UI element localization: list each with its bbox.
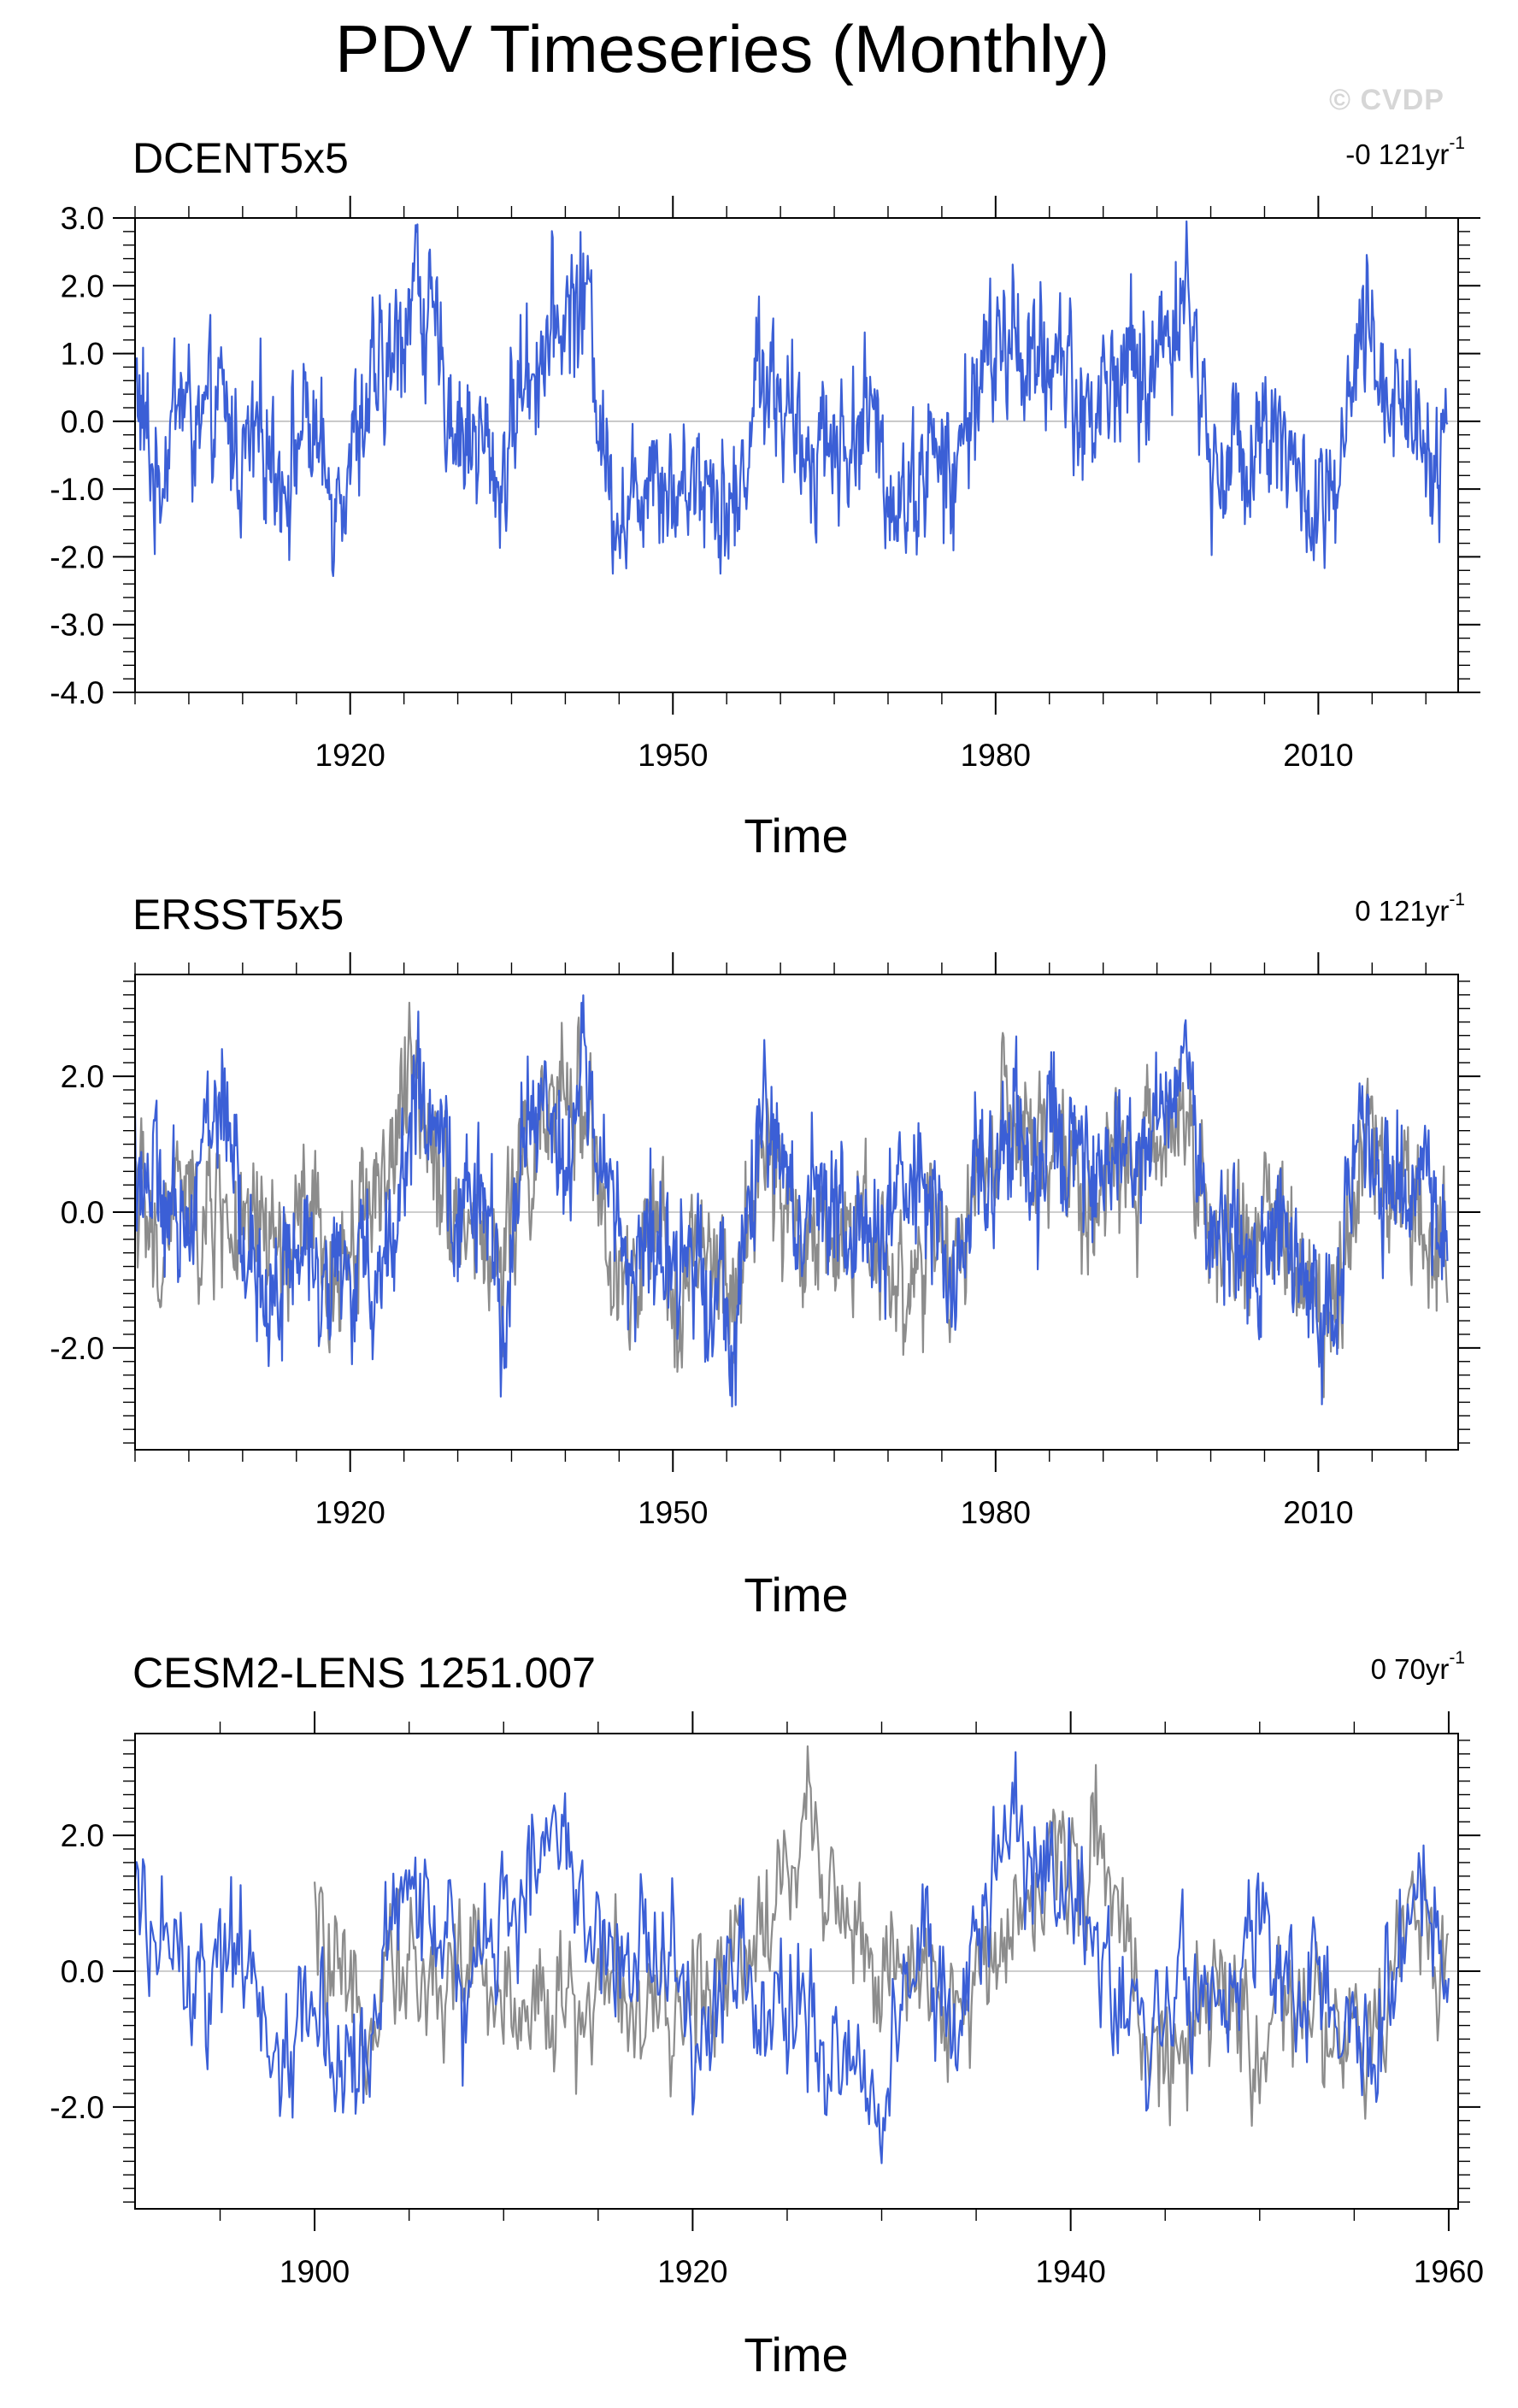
panel-1-xtick-label: 1950 bbox=[638, 738, 708, 773]
panel-1-ytick-label: -4.0 bbox=[50, 675, 104, 710]
panel-1-plot-frame bbox=[134, 217, 1459, 693]
panel-1-title: DCENT5x5 bbox=[132, 134, 349, 182]
panel-1-xtick-label: 1980 bbox=[961, 738, 1031, 773]
panel-3-chart: 2.0 0.0 -2.0 1900 1920 1940 1960 bbox=[50, 1711, 1484, 2289]
panel-2-xtick-label: 1950 bbox=[638, 1495, 708, 1530]
panel-3-ytick-label: -2.0 bbox=[50, 2090, 104, 2125]
panel-2-ytick-label: -2.0 bbox=[50, 1331, 104, 1366]
panel-1-trend-exponent: -1 bbox=[1449, 133, 1465, 153]
panel-3-xtick-label: 1900 bbox=[279, 2254, 350, 2289]
panel-3-series-2-line bbox=[133, 1751, 1450, 2164]
panel-1-ytick-label: -3.0 bbox=[50, 608, 104, 643]
panel-1-xtick-label: 1920 bbox=[315, 738, 385, 773]
panel-3-trend: 0 70yr-1 bbox=[1370, 1649, 1465, 1685]
panel-1-series-1-line bbox=[133, 220, 1449, 577]
page-title: PDV Timeseries (Monthly) bbox=[335, 11, 1109, 86]
panel-2-ytick-label: 0.0 bbox=[61, 1195, 104, 1230]
panel-2-xtick-label: 1980 bbox=[961, 1495, 1031, 1530]
panel-3-title: CESM2-LENS 1251.007 bbox=[132, 1649, 596, 1697]
panel-3-xtick-label: 1960 bbox=[1414, 2254, 1484, 2289]
panel-3-trend-value: 0 70yr bbox=[1370, 1653, 1450, 1685]
panel-3-series-1-line bbox=[314, 1745, 1450, 2127]
panel-3-ytick-label: 0.0 bbox=[61, 1954, 104, 1989]
cvdp-watermark: © CVDP bbox=[1329, 84, 1444, 116]
panel-3-xtick-label: 1940 bbox=[1036, 2254, 1106, 2289]
panel-2-series-2-line bbox=[133, 994, 1449, 1408]
panel-1-ytick-label: 2.0 bbox=[61, 268, 104, 303]
panel-1-ytick-label: 0.0 bbox=[61, 404, 104, 439]
panel-2-trend-exponent: -1 bbox=[1449, 890, 1465, 910]
panel-1-xtick-label: 2010 bbox=[1283, 738, 1353, 773]
panel-1-xlabel: Time bbox=[744, 809, 849, 863]
panel-1-ytick-label: 3.0 bbox=[61, 201, 104, 236]
panel-2-xlabel: Time bbox=[744, 1568, 849, 1622]
panel-2-xtick-label: 1920 bbox=[315, 1495, 385, 1530]
panel-1-trend-value: -0 121yr bbox=[1345, 138, 1450, 170]
panel-2-trend-value: 0 121yr bbox=[1355, 895, 1450, 927]
panel-3-xlabel: Time bbox=[744, 2328, 849, 2382]
panel-1-ytick-label: -2.0 bbox=[50, 539, 104, 574]
panel-2-xtick-label: 2010 bbox=[1283, 1495, 1353, 1530]
panel-1-ytick-label: -1.0 bbox=[50, 472, 104, 507]
panel-3-trend-exponent: -1 bbox=[1449, 1648, 1465, 1668]
panel-3-ytick-label: 2.0 bbox=[61, 1818, 104, 1853]
panel-2-trend: 0 121yr-1 bbox=[1355, 891, 1465, 927]
panel-1-ytick-label: 1.0 bbox=[61, 337, 104, 372]
panel-1-trend: -0 121yr-1 bbox=[1345, 134, 1465, 170]
panel-1-chart: 3.0 2.0 1.0 0.0 -1.0 -2.0 -3.0 -4.0 1920 1950 1980… bbox=[50, 196, 1480, 773]
panel-2-title: ERSST5x5 bbox=[132, 891, 344, 939]
panel-2-chart: 2.0 0.0 -2.0 1920 1950 1980 2010 bbox=[50, 952, 1480, 1530]
panel-2-ytick-label: 2.0 bbox=[61, 1059, 104, 1094]
panel-3-xtick-label: 1920 bbox=[657, 2254, 727, 2289]
